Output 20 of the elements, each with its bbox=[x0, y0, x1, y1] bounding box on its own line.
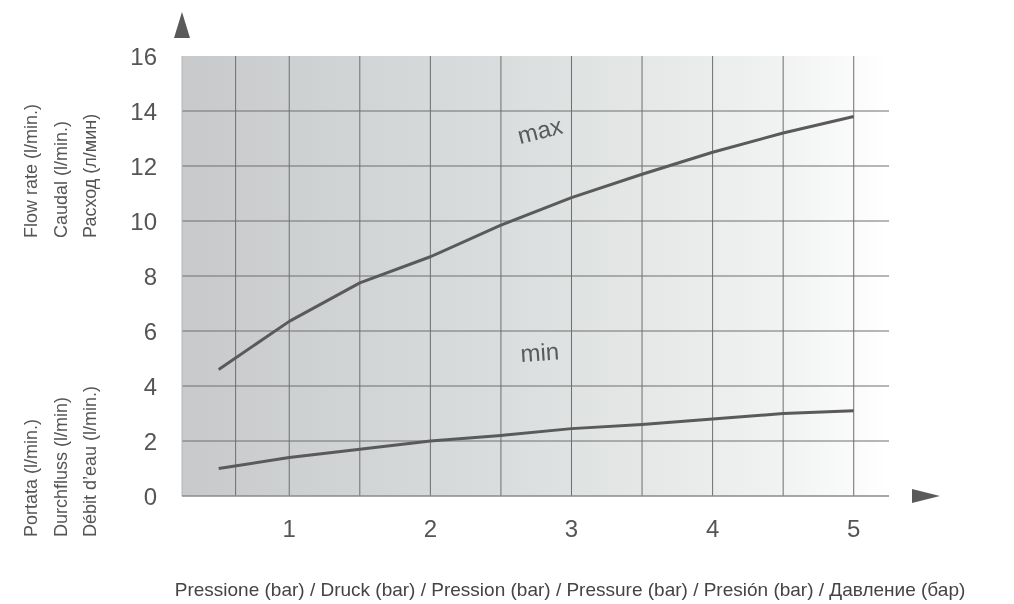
x-axis-title: Pressione (bar) / Druck (bar) / Pression (bar) / Pressure (bar) / Presión (bar) / Давление (бар) bbox=[174, 579, 966, 600]
x-tick-label: 3 bbox=[564, 514, 579, 542]
y-tick-label: 2 bbox=[143, 427, 157, 455]
text: max bbox=[514, 111, 566, 149]
y-tick-label: 10 bbox=[130, 207, 157, 235]
line-series bbox=[217, 409, 856, 470]
y-tick-label: 0 bbox=[143, 482, 157, 510]
y-tick-label: 8 bbox=[143, 262, 157, 290]
y-tick-label: 4 bbox=[143, 372, 157, 400]
y-tick-label: 16 bbox=[130, 42, 157, 70]
text: Flow rate (l/min.) Caudal (l/min.) Расход (л/мин) Portata (l/min.) Durchfluss (l/min) Débit d’eau (l/min.) bbox=[21, 103, 100, 537]
x-tick-label: 1 bbox=[282, 514, 296, 542]
text: min bbox=[519, 336, 560, 367]
y-tick-label: 14 bbox=[130, 97, 157, 125]
line-series bbox=[217, 115, 856, 371]
x-tick-label: 2 bbox=[423, 514, 438, 542]
y-tick-label: 6 bbox=[143, 317, 157, 345]
y-tick-label: 12 bbox=[130, 152, 157, 180]
x-tick-label: 5 bbox=[847, 514, 861, 542]
x-tick-label: 4 bbox=[705, 514, 720, 542]
